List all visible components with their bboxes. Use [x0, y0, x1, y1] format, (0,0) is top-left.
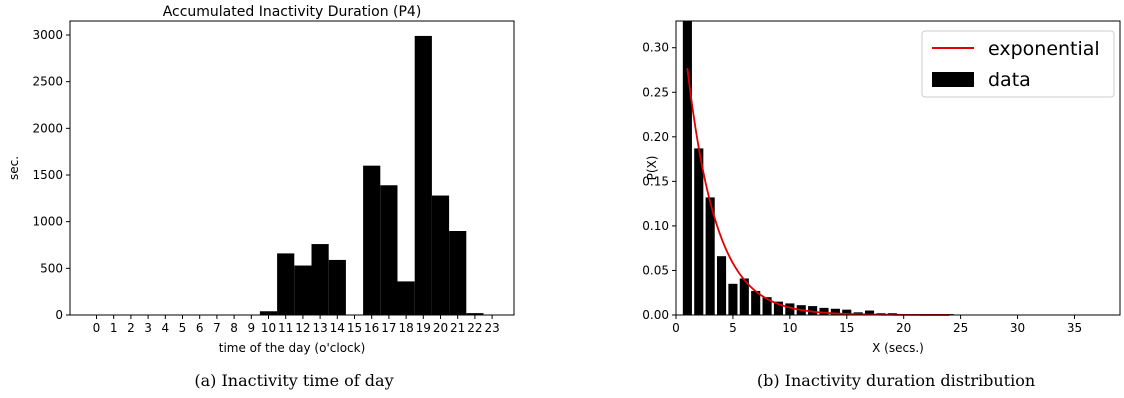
chart-b-y-label: P(X) — [645, 156, 659, 181]
chart-a-caption: (a) Inactivity time of day — [194, 371, 393, 390]
chart-b-frame — [675, 20, 1121, 316]
y-tick-label: 500 — [40, 261, 63, 275]
chart-b-exponential-fit-line — [686, 68, 950, 316]
x-tick-label: 14 — [330, 321, 345, 335]
x-tick-label: 0 — [672, 321, 680, 335]
chart-b-legend: exponential data — [921, 30, 1115, 98]
x-tick-label: 8 — [230, 321, 238, 335]
x-tick-label: 20 — [896, 321, 911, 335]
y-tick-label: 0.25 — [642, 85, 669, 99]
bar-hour-12 — [294, 265, 312, 315]
x-tick-label: 5 — [729, 321, 737, 335]
bar-x-12 — [808, 306, 818, 315]
bar-x-6 — [739, 278, 749, 315]
x-tick-label: 13 — [312, 321, 327, 335]
x-tick-label: 35 — [1067, 321, 1082, 335]
x-tick-label: 18 — [398, 321, 413, 335]
x-tick-label: 5 — [179, 321, 187, 335]
chart-b-caption: (b) Inactivity duration distribution — [757, 371, 1035, 390]
legend-data-swatch — [932, 72, 974, 87]
bar-x-3 — [705, 197, 715, 315]
y-tick-label: 0 — [55, 308, 63, 322]
chart-a-title: Accumulated Inactivity Duration (P4) — [163, 4, 422, 20]
chart-b-y-ticks: 0.00 0.05 0.10 0.15 0.20 0.25 0.30 — [642, 41, 676, 322]
chart-b-x-label: X (secs.) — [872, 341, 924, 355]
x-tick-label: 2 — [127, 321, 135, 335]
y-tick-label: 0.05 — [642, 263, 669, 277]
x-tick-label: 16 — [364, 321, 379, 335]
bar-x-2 — [694, 148, 704, 315]
chart-a-axes — [69, 20, 515, 316]
x-tick-label: 10 — [782, 321, 797, 335]
bar-x-17 — [864, 310, 875, 315]
bar-hour-21 — [449, 231, 467, 315]
bar-x-8 — [762, 297, 772, 315]
bar-hour-22 — [466, 313, 484, 315]
x-tick-label: 0 — [93, 321, 101, 335]
y-tick-label: 0.15 — [642, 174, 669, 188]
x-tick-label: 25 — [953, 321, 968, 335]
y-tick-label: 0.20 — [642, 130, 669, 144]
bar-hour-10 — [259, 311, 278, 315]
x-tick-label: 15 — [839, 321, 854, 335]
bar-x-15 — [842, 309, 852, 315]
x-tick-label: 19 — [416, 321, 431, 335]
bar-x-14 — [830, 308, 840, 315]
x-tick-label: 30 — [1010, 321, 1025, 335]
x-tick-label: 23 — [484, 321, 499, 335]
bar-x-9 — [773, 301, 784, 315]
y-tick-label: 0.10 — [642, 219, 669, 233]
bar-x-4 — [716, 256, 727, 315]
x-tick-label: 20 — [433, 321, 448, 335]
x-tick-label: 7 — [213, 321, 221, 335]
x-tick-label: 3 — [144, 321, 152, 335]
y-tick-label: 0.00 — [642, 308, 669, 322]
x-tick-label: 9 — [247, 321, 255, 335]
chart-a-bars — [259, 35, 484, 315]
y-tick-label: 1500 — [32, 168, 63, 182]
y-tick-label: 3000 — [32, 28, 63, 42]
x-tick-label: 17 — [381, 321, 396, 335]
bar-x-7 — [751, 290, 761, 315]
legend-exponential-label: exponential — [988, 38, 1100, 60]
bar-x-5 — [728, 283, 738, 315]
x-tick-label: 1 — [110, 321, 118, 335]
x-tick-label: 12 — [295, 321, 310, 335]
chart-b-axes — [675, 20, 1121, 316]
chart-b-x-ticks: 0 5 10 15 20 25 30 35 — [672, 315, 1082, 335]
x-tick-label: 11 — [278, 321, 293, 335]
bar-hour-17 — [380, 185, 398, 315]
x-tick-label: 15 — [347, 321, 362, 335]
bar-hour-20 — [431, 195, 450, 315]
x-tick-label: 22 — [467, 321, 482, 335]
chart-a: Accumulated Inactivity Duration (P4) 050… — [7, 4, 515, 390]
bar-hour-13 — [311, 244, 329, 315]
bar-hour-19 — [414, 35, 432, 315]
bar-hour-18 — [397, 281, 415, 315]
chart-a-x-ticks: 0 1 2 3 4 5 6 7 8 9 10 11 12 13 14 15 16 17 18 19 20 21 22 23 — [93, 315, 500, 335]
chart-a-frame — [69, 20, 515, 316]
bar-hour-16 — [363, 165, 381, 315]
chart-b: 0.00 0.05 0.10 0.15 0.20 0.25 0.30 0 5 10 15 20 25 3… — [642, 20, 1121, 390]
x-tick-label: 6 — [196, 321, 204, 335]
y-tick-label: 0.30 — [642, 41, 669, 55]
bar-x-13 — [819, 307, 829, 315]
y-tick-label: 2000 — [32, 121, 63, 135]
chart-a-x-label: time of the day (o'clock) — [219, 341, 366, 355]
y-tick-label: 1000 — [32, 215, 63, 229]
y-tick-label: 2500 — [32, 75, 63, 89]
x-tick-label: 21 — [450, 321, 465, 335]
legend-data-label: data — [988, 69, 1031, 91]
bar-x-1 — [682, 21, 692, 315]
bar-hour-14 — [328, 259, 346, 315]
bar-x-10 — [785, 303, 795, 315]
x-tick-label: 4 — [161, 321, 169, 335]
chart-a-y-label: sec. — [7, 156, 21, 180]
x-tick-label: 10 — [261, 321, 276, 335]
chart-a-y-ticks: 0 500 1000 1500 2000 2500 3000 — [32, 28, 70, 322]
bar-hour-11 — [277, 253, 295, 315]
